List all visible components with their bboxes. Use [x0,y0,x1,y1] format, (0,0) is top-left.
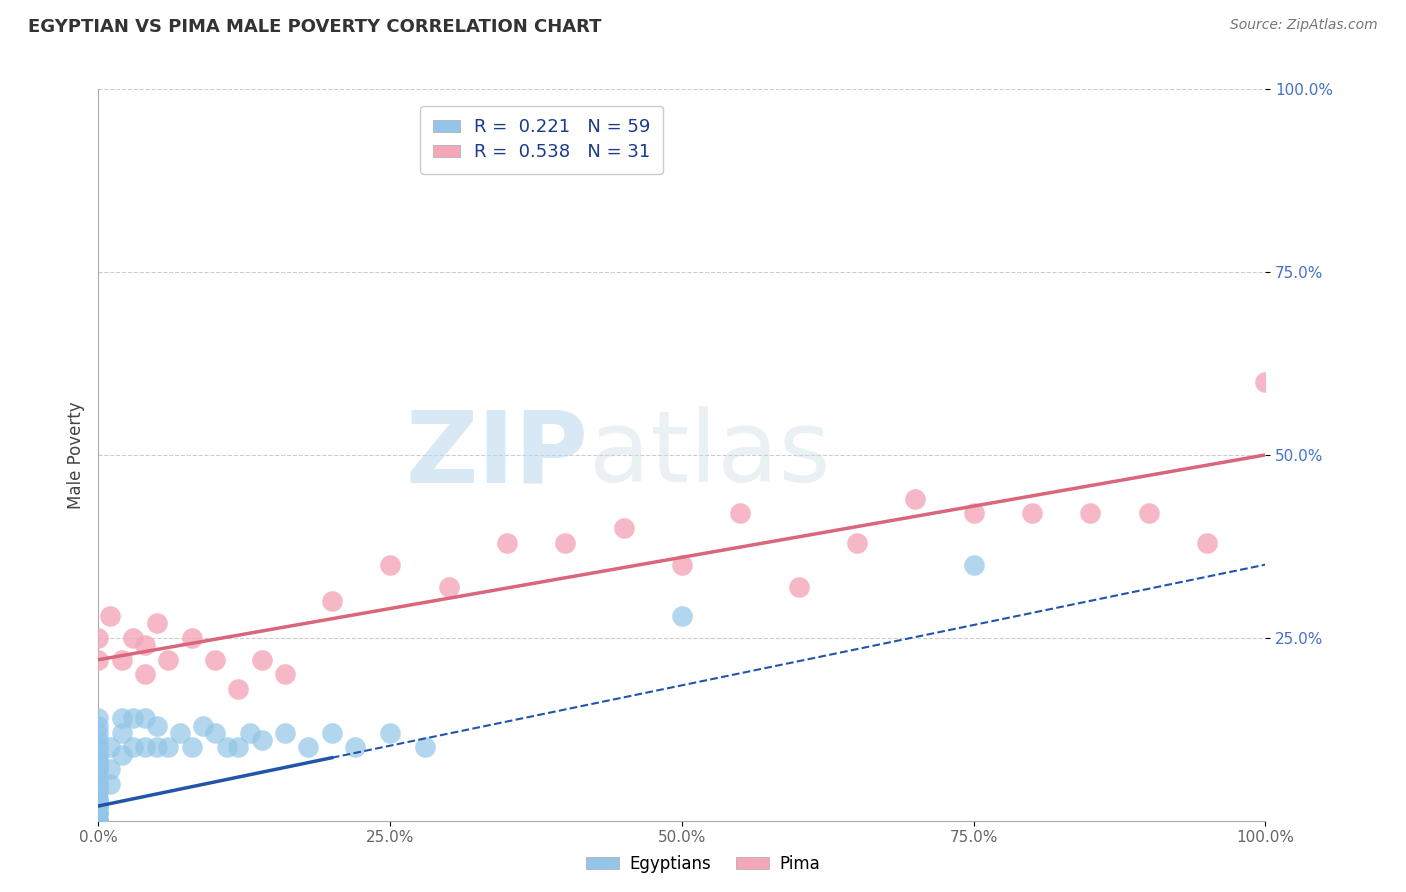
Point [98,608,121,623]
Point [228,740,250,755]
Point [122,711,145,725]
Point [111,711,134,725]
Point [250,733,273,747]
Point [380,726,402,740]
Point [671,558,693,572]
Point [122,631,145,645]
Point [87,631,110,645]
Point [87,784,110,798]
Point [297,740,319,755]
Point [122,740,145,755]
Point [1195,535,1218,549]
Point [962,558,984,572]
Point [87,814,110,828]
Point [87,763,110,777]
Point [437,580,460,594]
Point [250,653,273,667]
Point [239,726,262,740]
Point [904,491,927,506]
Point [87,814,110,828]
Point [87,755,110,769]
Point [321,594,343,608]
Point [180,631,202,645]
Y-axis label: Male Poverty: Male Poverty [66,401,84,508]
Legend: R =  0.221   N = 59, R =  0.538   N = 31: R = 0.221 N = 59, R = 0.538 N = 31 [420,105,664,174]
Point [157,653,180,667]
Point [169,726,191,740]
Point [87,791,110,805]
Point [215,740,238,755]
Point [87,777,110,791]
Point [193,718,215,732]
Point [1137,507,1160,521]
Point [87,806,110,821]
Point [87,814,110,828]
Point [111,747,134,762]
Legend: Egyptians, Pima: Egyptians, Pima [579,848,827,880]
Point [87,799,110,814]
Point [87,740,110,755]
Point [1080,507,1102,521]
Point [204,726,226,740]
Point [87,733,110,747]
Point [87,814,110,828]
Point [87,718,110,732]
Point [87,653,110,667]
Point [111,726,134,740]
Point [554,535,576,549]
Point [87,799,110,814]
Point [134,667,156,681]
Point [146,718,169,732]
Point [87,711,110,725]
Point [87,806,110,821]
Point [111,653,134,667]
Point [87,747,110,762]
Point [380,558,402,572]
Text: EGYPTIAN VS PIMA MALE POVERTY CORRELATION CHART: EGYPTIAN VS PIMA MALE POVERTY CORRELATIO… [28,18,602,36]
Point [87,755,110,769]
Point [846,535,869,549]
Point [98,740,121,755]
Text: atlas: atlas [589,407,830,503]
Point [496,535,519,549]
Point [157,740,180,755]
Text: ZIP: ZIP [406,407,589,503]
Point [87,777,110,791]
Point [87,814,110,828]
Point [87,791,110,805]
Point [204,653,226,667]
Point [87,747,110,762]
Point [344,740,367,755]
Point [613,521,636,535]
Point [1021,507,1043,521]
Point [274,667,297,681]
Point [671,608,693,623]
Point [228,681,250,696]
Point [787,580,810,594]
Point [87,784,110,798]
Point [962,507,984,521]
Point [134,740,156,755]
Point [180,740,202,755]
Point [274,726,297,740]
Point [98,763,121,777]
Point [413,740,436,755]
Point [87,740,110,755]
Point [87,763,110,777]
Point [134,638,156,652]
Point [87,806,110,821]
Point [87,770,110,784]
Point [730,507,752,521]
Point [146,616,169,631]
Point [87,799,110,814]
Point [134,711,156,725]
Point [146,740,169,755]
Point [98,777,121,791]
Point [87,726,110,740]
Text: Source: ZipAtlas.com: Source: ZipAtlas.com [1230,18,1378,32]
Point [321,726,343,740]
Point [1254,375,1277,389]
